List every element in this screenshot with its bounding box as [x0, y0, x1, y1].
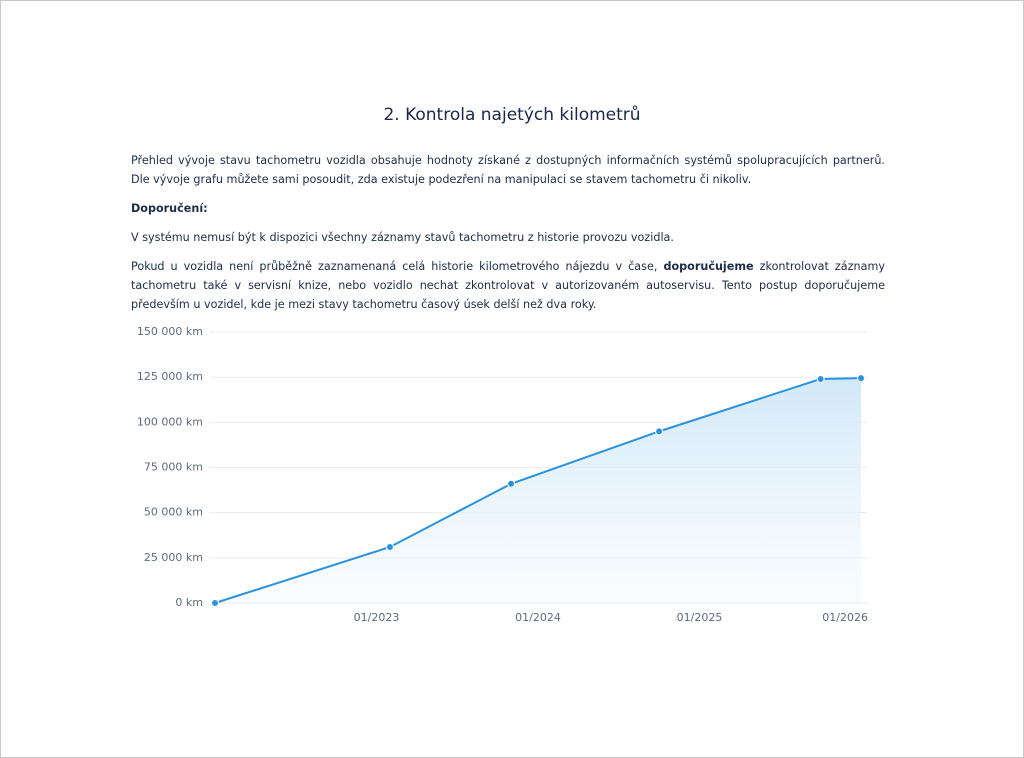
y-tick-label: 0 km [175, 596, 203, 609]
emphasis: doporučujeme [663, 260, 754, 273]
y-tick-label: 150 000 km [137, 325, 203, 338]
text: V systému nemusí být k dispozici všechny… [131, 231, 674, 244]
heading: Doporučení: [131, 202, 208, 215]
y-tick-label: 100 000 km [137, 415, 203, 428]
x-tick-label: 01/2026 [822, 611, 868, 624]
paragraph: Pokud u vozidla není průběžně zaznamenan… [131, 257, 885, 314]
point [507, 479, 516, 488]
area [215, 378, 861, 603]
y-tick-label: 75 000 km [144, 461, 203, 474]
paragraph: Doporučení: [131, 199, 885, 218]
x-tick-label: 01/2024 [515, 611, 561, 624]
point [816, 374, 825, 383]
section-title: 2. Kontrola najetých kilometrů [383, 105, 641, 125]
y-tick-label: 25 000 km [144, 551, 203, 564]
point [385, 542, 394, 551]
x-tick-label: 01/2025 [677, 611, 723, 624]
paragraph: Přehled vývoje stavu tachometru vozidla … [131, 151, 885, 189]
text: Pokud u vozidla není průběžně zaznamenan… [131, 260, 664, 273]
y-tick-label: 125 000 km [137, 370, 203, 383]
text: Přehled vývoje stavu tachometru vozidla … [131, 154, 885, 186]
point [655, 427, 664, 436]
text-block: Přehled vývoje stavu tachometru vozidla … [131, 151, 885, 324]
paragraph: V systému nemusí být k dispozici všechny… [131, 228, 885, 247]
point [857, 374, 865, 383]
text: zkontrolovat záznamy tachometru také v s… [131, 260, 886, 311]
x-tick-label: 01/2023 [354, 611, 400, 624]
y-tick-label: 50 000 km [144, 506, 203, 519]
point [211, 599, 219, 607]
line [214, 377, 862, 604]
